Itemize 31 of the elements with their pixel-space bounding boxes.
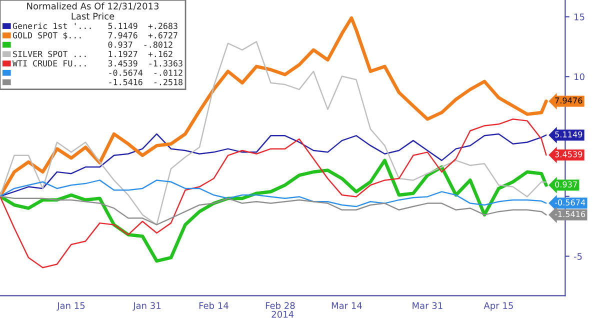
legend-label: Generic 1st '... bbox=[12, 22, 91, 30]
x-tick-label: Feb 28 bbox=[266, 302, 295, 309]
legend-title: Normalized As Of 12/31/2013 Last Price bbox=[27, 2, 159, 20]
annotation: 5.1149 +.2683 bbox=[108, 22, 178, 30]
data-label: -0.5674 bbox=[554, 199, 586, 206]
x-tick-label: Mar 31 bbox=[412, 302, 442, 309]
line-series bbox=[0, 41, 547, 226]
x-tick-label: Feb 14 bbox=[199, 302, 228, 309]
legend-label: WTI CRUDE FU... bbox=[12, 60, 86, 67]
annotation: 7.9476 +.6727 bbox=[108, 32, 178, 38]
data-label: 5.1149 bbox=[555, 131, 582, 138]
y-tick-label: 10 bbox=[574, 73, 584, 80]
x-axis-title: 2014 bbox=[272, 310, 294, 318]
legend-label: GOLD SPOT $... bbox=[12, 32, 81, 40]
x-tick-label: Mar 14 bbox=[332, 302, 362, 309]
annotation: 0.937 -.8012 bbox=[108, 42, 172, 48]
legend-label: SILVER SPOT ... bbox=[13, 50, 86, 58]
line-series bbox=[0, 118, 547, 268]
annotation: -1.5416 -.2518 bbox=[109, 78, 182, 86]
x-tick-label: Jan 15 bbox=[56, 302, 85, 311]
data-label: 0.937 bbox=[555, 181, 577, 188]
data-label: -1.5416 bbox=[554, 211, 586, 218]
data-label: 3.4539 bbox=[555, 151, 582, 158]
x-tick-label: Apr 15 bbox=[484, 302, 513, 311]
y-tick-label: 15 bbox=[574, 14, 584, 20]
x-tick-label: Jan 31 bbox=[132, 302, 161, 311]
data-label: 7.9476 bbox=[555, 97, 582, 104]
annotation: 3.4539 -1.3363 bbox=[108, 60, 182, 67]
annotation: -0.5674 -.0112 bbox=[109, 70, 182, 76]
y-tick-label: -5 bbox=[574, 253, 582, 260]
annotation: 1.1927 +.162 bbox=[108, 50, 172, 58]
